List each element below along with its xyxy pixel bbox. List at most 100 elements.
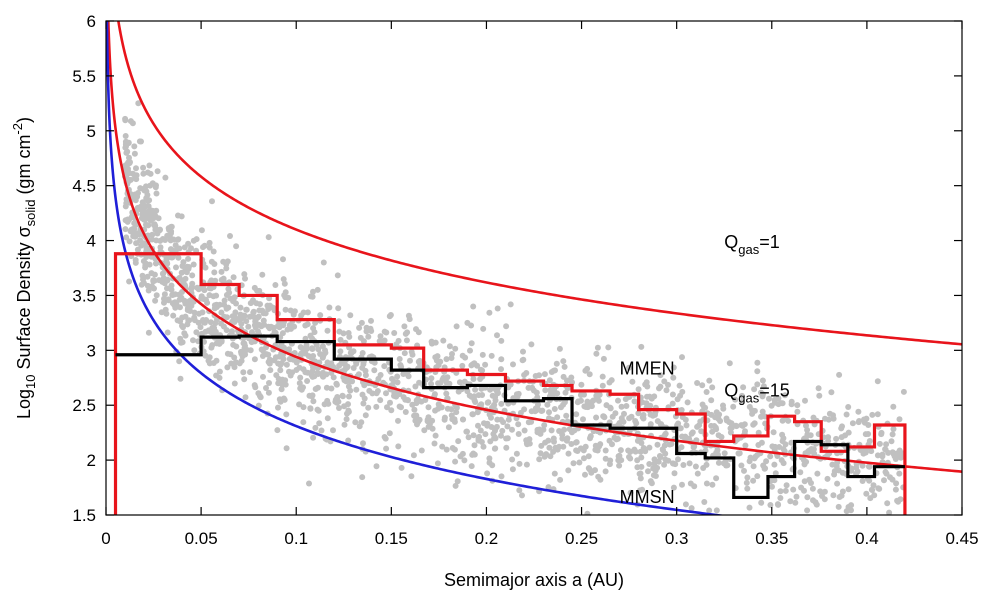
scatter-point [703,480,710,487]
scatter-point [153,190,160,197]
scatter-point [326,304,333,311]
scatter-point [136,138,143,145]
scatter-point [131,150,138,157]
scatter-point [180,324,186,331]
scatter-point [578,397,584,404]
scatter-point [424,416,431,423]
scatter-point [807,432,814,439]
scatter-point [762,465,769,472]
scatter-point [188,245,194,252]
scatter-point [882,446,889,453]
scatter-point [542,387,549,394]
scatter-point [669,460,676,467]
scatter-point [241,376,248,383]
scatter-point [240,340,247,347]
scatter-point [543,451,550,458]
scatter-point [609,441,615,448]
scatter-point [804,507,811,514]
scatter-point [631,398,638,405]
scatter-point [713,475,720,482]
scatter-point [343,378,350,385]
scatter-point [296,401,303,408]
scatter-point [694,423,701,430]
scatter-point [517,409,524,416]
scatter-point [758,499,765,506]
scatter-point [488,352,495,359]
scatter-point [687,480,694,487]
scatter-point [493,423,500,430]
scatter-point [233,243,240,250]
scatter-point [241,345,248,352]
scatter-point [515,390,522,397]
scatter-point [701,499,708,505]
scatter-point [615,457,622,464]
scatter-point [122,133,129,139]
scatter-point [280,256,286,263]
scatter-point [874,452,881,459]
scatter-point [720,405,727,412]
scatter-point [738,399,745,406]
scatter-point [469,411,476,418]
scatter-point [545,437,552,444]
scatter-point [461,378,468,385]
scatter-point [310,398,317,405]
scatter-point [468,340,475,347]
scatter-point [721,450,728,457]
scatter-point [869,411,876,418]
scatter-point [565,467,572,474]
scatter-point [280,276,287,283]
annotation-mmen: MMEN [620,358,675,378]
scatter-point [224,258,231,265]
scatter-point [730,403,737,410]
scatter-point [373,463,380,470]
scatter-point [635,386,642,393]
scatter-point [679,354,685,361]
scatter-point [304,321,311,328]
scatter-point [250,309,257,316]
scatter-point [402,409,409,415]
scatter-point [132,221,139,228]
scatter-point [310,353,317,359]
scatter-point [129,120,136,127]
scatter-point [191,317,198,324]
scatter-point [283,445,290,452]
scatter-point [859,462,866,469]
scatter-point [694,380,701,386]
scatter-point [471,451,478,458]
scatter-point [334,272,341,279]
scatter-point [635,410,642,417]
scatter-point [347,387,354,394]
scatter-point [216,301,223,308]
scatter-point [211,269,218,276]
scatter-point [741,467,747,474]
scatter-point [744,485,751,492]
scatter-point [559,431,566,438]
scatter-point [821,488,828,495]
scatter-point [775,501,782,508]
scatter-point [561,399,568,406]
scatter-point [537,450,544,457]
scatter-point [715,459,722,466]
scatter-point [359,474,366,481]
scatter-point [276,379,283,386]
scatter-point [189,272,196,279]
scatter-point [176,291,183,298]
scatter-point [560,358,567,365]
scatter-point [769,483,775,490]
y-axis-title: Log10 Surface Density σsolid (gm cm-2) [10,117,38,419]
scatter-point [815,385,822,392]
scatter-point [744,474,751,481]
scatter-point [835,503,842,510]
scatter-point [170,312,177,319]
scatter-point [814,470,821,477]
scatter-point [153,292,160,299]
scatter-point [787,498,794,505]
scatter-point [247,369,253,376]
scatter-point [142,260,149,267]
scatter-point [221,297,228,304]
scatter-point [740,384,747,391]
scatter-point [367,325,374,332]
scatter-point [415,358,422,365]
scatter-point [602,468,609,475]
scatter-point [881,477,887,484]
